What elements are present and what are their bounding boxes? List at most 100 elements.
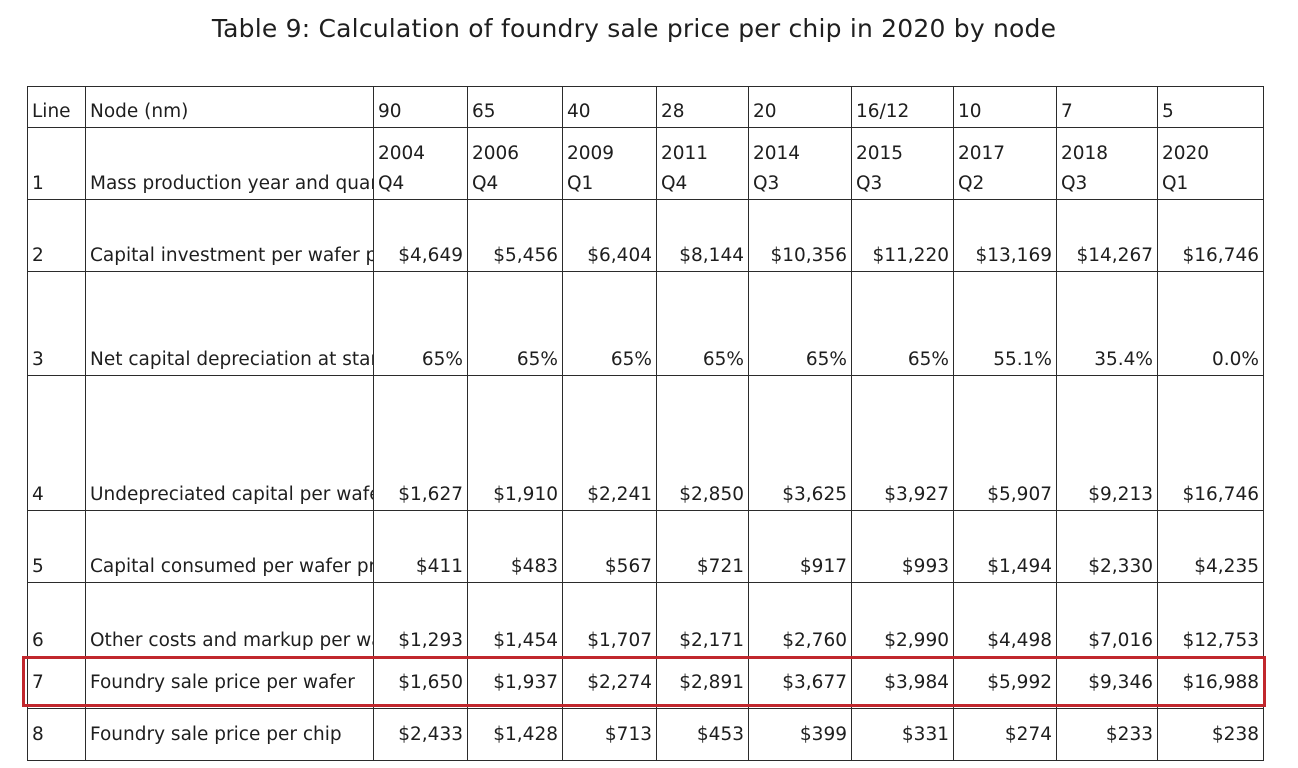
value-cell: $10,356 bbox=[748, 199, 852, 272]
value-cell: $1,293 bbox=[373, 582, 468, 657]
foundry-price-table: Line Node (nm) 90 65 40 28 20 16/12 10 7… bbox=[27, 86, 1264, 761]
value-cell: $1,910 bbox=[467, 375, 563, 511]
value-cell: $1,428 bbox=[467, 708, 563, 761]
value-cell: $2,241 bbox=[562, 375, 657, 511]
value-cell: $16,988 bbox=[1157, 656, 1264, 709]
value-cell: $2,433 bbox=[373, 708, 468, 761]
value-cell: $12,753 bbox=[1157, 582, 1264, 657]
value-cell: 65% bbox=[373, 271, 468, 376]
value-cell: $5,907 bbox=[953, 375, 1057, 511]
header-line: Line bbox=[27, 86, 86, 128]
header-node-value: 90 bbox=[373, 86, 468, 128]
row-line-number: 6 bbox=[27, 582, 86, 657]
row-description: Mass production year and quarter220 bbox=[85, 127, 374, 200]
value-cell: 55.1% bbox=[953, 271, 1057, 376]
table-row: 4 Undepreciated capital per wafer proces… bbox=[27, 375, 1264, 511]
value-cell: $1,937 bbox=[467, 656, 563, 709]
value-cell: $4,649 bbox=[373, 199, 468, 272]
year-quarter-cell: 2015 Q3 bbox=[851, 127, 954, 200]
row-line-number: 5 bbox=[27, 510, 86, 583]
row-description: Capital investment per wafer processed p… bbox=[85, 199, 374, 272]
value-cell: $917 bbox=[748, 510, 852, 583]
row-line-number: 4 bbox=[27, 375, 86, 511]
year-quarter-cell: 2004 Q4 bbox=[373, 127, 468, 200]
value-cell: $1,627 bbox=[373, 375, 468, 511]
value-cell: $3,625 bbox=[748, 375, 852, 511]
value-cell: $453 bbox=[656, 708, 749, 761]
value-cell: 65% bbox=[748, 271, 852, 376]
value-cell: $7,016 bbox=[1056, 582, 1158, 657]
table-header-row: Line Node (nm) 90 65 40 28 20 16/12 10 7… bbox=[27, 86, 1264, 128]
value-cell: 65% bbox=[467, 271, 563, 376]
value-cell: $5,992 bbox=[953, 656, 1057, 709]
value-cell: $483 bbox=[467, 510, 563, 583]
year-quarter-cell: 2017 Q2 bbox=[953, 127, 1057, 200]
value-cell: 35.4% bbox=[1056, 271, 1158, 376]
table-title: Table 9: Calculation of foundry sale pri… bbox=[211, 14, 1057, 43]
year-quarter-cell: 2009 Q1 bbox=[562, 127, 657, 200]
header-node-value: 20 bbox=[748, 86, 852, 128]
value-cell: $274 bbox=[953, 708, 1057, 761]
header-node-value: 7 bbox=[1056, 86, 1158, 128]
value-cell: $16,746 bbox=[1157, 199, 1264, 272]
value-cell: $9,213 bbox=[1056, 375, 1158, 511]
value-cell: $411 bbox=[373, 510, 468, 583]
value-cell: $993 bbox=[851, 510, 954, 583]
value-cell: $14,267 bbox=[1056, 199, 1158, 272]
row-description: Foundry sale price per wafer bbox=[85, 656, 374, 709]
table-row: 3 Net capital depreciation at start of 2… bbox=[27, 271, 1264, 376]
table-row: 6 Other costs and markup per wafer $1,29… bbox=[27, 582, 1264, 657]
row-description: Foundry sale price per chip bbox=[85, 708, 374, 761]
row-description: Undepreciated capital per wafer processe… bbox=[85, 375, 374, 511]
row-description: Capital consumed per wafer processed in … bbox=[85, 510, 374, 583]
value-cell: $3,677 bbox=[748, 656, 852, 709]
row-description: Other costs and markup per wafer bbox=[85, 582, 374, 657]
value-cell: $713 bbox=[562, 708, 657, 761]
value-cell: $2,274 bbox=[562, 656, 657, 709]
value-cell: $13,169 bbox=[953, 199, 1057, 272]
value-cell: $3,984 bbox=[851, 656, 954, 709]
row-line-number: 8 bbox=[27, 708, 86, 761]
value-cell: $2,330 bbox=[1056, 510, 1158, 583]
value-cell: $399 bbox=[748, 708, 852, 761]
year-quarter-cell: 2020 Q1 bbox=[1157, 127, 1264, 200]
row-description: Net capital depreciation at start of 202… bbox=[85, 271, 374, 376]
value-cell: $5,456 bbox=[467, 199, 563, 272]
row-line-number: 3 bbox=[27, 271, 86, 376]
year-quarter-cell: 2014 Q3 bbox=[748, 127, 852, 200]
value-cell: 65% bbox=[851, 271, 954, 376]
header-node-value: 28 bbox=[656, 86, 749, 128]
value-cell: $3,927 bbox=[851, 375, 954, 511]
value-cell: $1,650 bbox=[373, 656, 468, 709]
table-row: 1 Mass production year and quarter220 20… bbox=[27, 127, 1264, 200]
value-cell: $1,707 bbox=[562, 582, 657, 657]
value-cell: $233 bbox=[1056, 708, 1158, 761]
value-cell: $331 bbox=[851, 708, 954, 761]
value-cell: $16,746 bbox=[1157, 375, 1264, 511]
value-cell: $2,760 bbox=[748, 582, 852, 657]
value-cell: $8,144 bbox=[656, 199, 749, 272]
table-row: 2 Capital investment per wafer processed… bbox=[27, 199, 1264, 272]
year-quarter-cell: 2018 Q3 bbox=[1056, 127, 1158, 200]
header-node-value: 40 bbox=[562, 86, 657, 128]
header-node-value: 10 bbox=[953, 86, 1057, 128]
value-cell: $567 bbox=[562, 510, 657, 583]
value-cell: $2,171 bbox=[656, 582, 749, 657]
year-quarter-cell: 2006 Q4 bbox=[467, 127, 563, 200]
value-cell: 65% bbox=[562, 271, 657, 376]
value-cell: $9,346 bbox=[1056, 656, 1158, 709]
header-node: Node (nm) bbox=[85, 86, 374, 128]
value-cell: $11,220 bbox=[851, 199, 954, 272]
value-cell: $4,235 bbox=[1157, 510, 1264, 583]
table-row: 8 Foundry sale price per chip $2,433 $1,… bbox=[27, 708, 1264, 761]
value-cell: $238 bbox=[1157, 708, 1264, 761]
value-cell: 65% bbox=[656, 271, 749, 376]
table-row-highlighted: 7 Foundry sale price per wafer $1,650 $1… bbox=[27, 656, 1264, 709]
row-line-number: 2 bbox=[27, 199, 86, 272]
value-cell: $1,494 bbox=[953, 510, 1057, 583]
value-cell: $721 bbox=[656, 510, 749, 583]
value-cell: $1,454 bbox=[467, 582, 563, 657]
table-row: 5 Capital consumed per wafer processed i… bbox=[27, 510, 1264, 583]
header-node-value: 16/12 bbox=[851, 86, 954, 128]
row-line-number: 7 bbox=[27, 656, 86, 709]
